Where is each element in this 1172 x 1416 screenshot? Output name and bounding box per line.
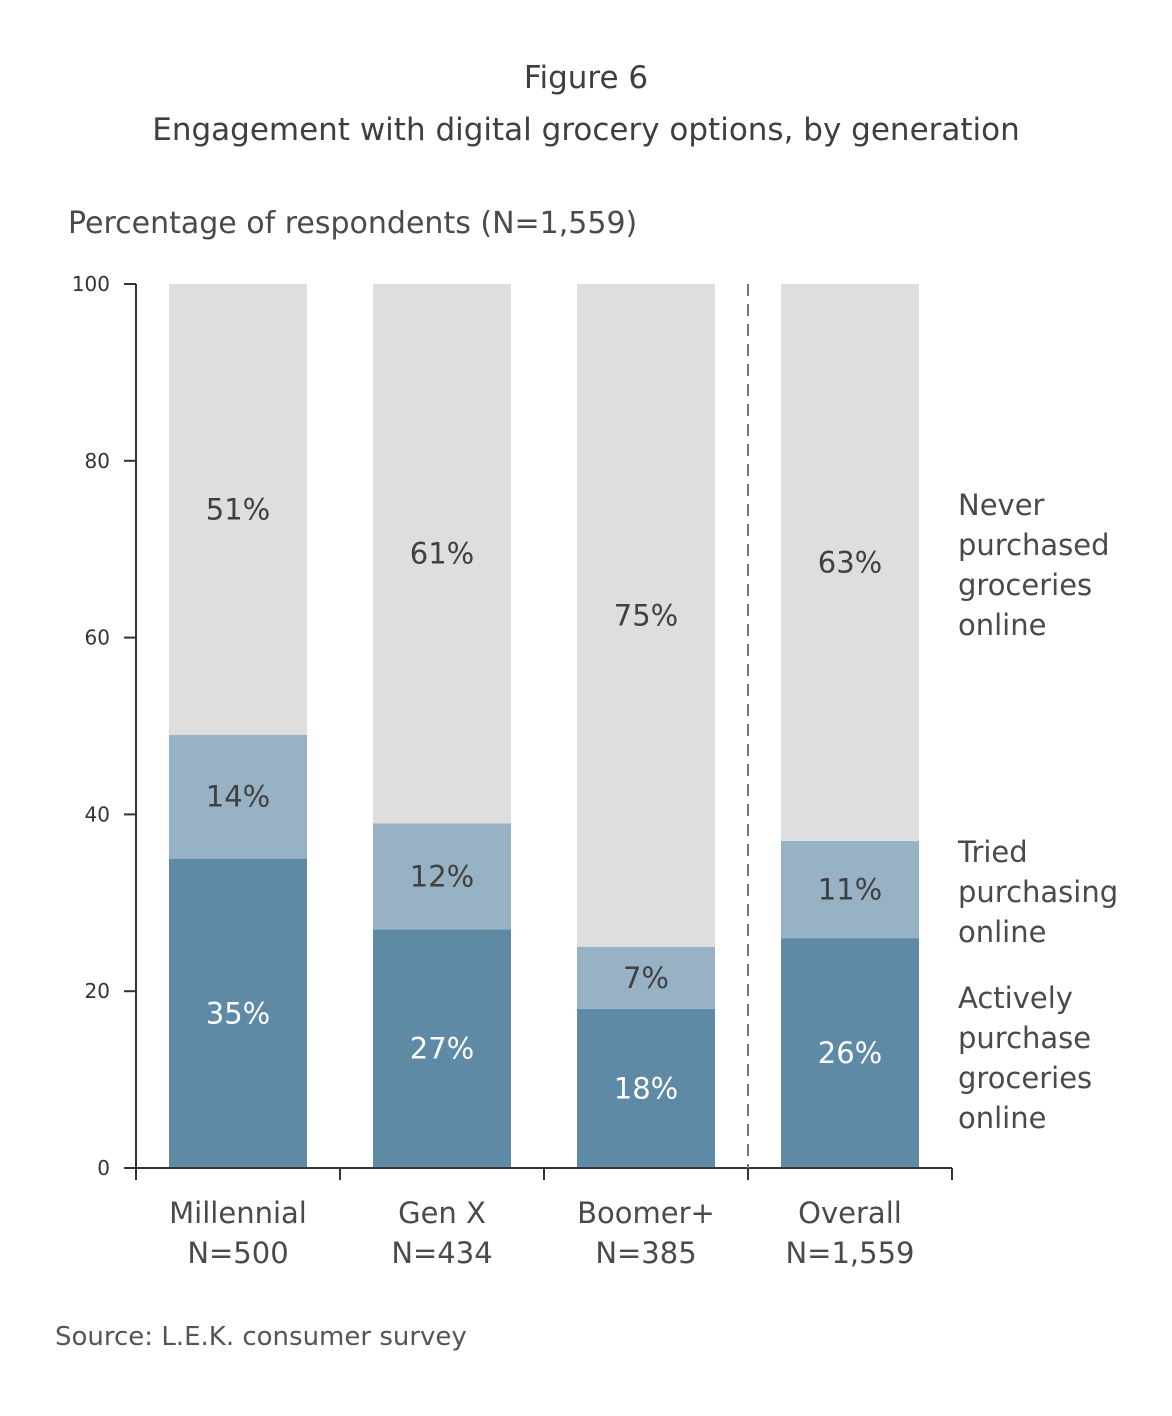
bar-segment-gen-x-1 bbox=[373, 929, 511, 1168]
bar-segment-millennial-2 bbox=[169, 734, 307, 859]
bar-segment-millennial-3 bbox=[169, 284, 307, 735]
x-tick-sublabel: N=1,559 bbox=[785, 1236, 914, 1270]
legend-label: groceries bbox=[958, 568, 1092, 602]
bar-segment-gen-x-2 bbox=[373, 823, 511, 930]
x-tick-sublabel: N=500 bbox=[187, 1236, 288, 1270]
data-label: 11% bbox=[818, 873, 882, 907]
legend-label: purchasing bbox=[958, 875, 1118, 909]
y-tick-label: 100 bbox=[72, 272, 110, 296]
legend-label: Tried bbox=[957, 835, 1028, 869]
data-label: 7% bbox=[623, 961, 669, 995]
data-label: 18% bbox=[614, 1071, 678, 1105]
source-note: Source: L.E.K. consumer survey bbox=[55, 1322, 467, 1352]
x-tick-label: Boomer+ bbox=[577, 1196, 715, 1230]
legend-label: online bbox=[958, 608, 1046, 642]
x-tick-sublabel: N=385 bbox=[595, 1236, 696, 1270]
chart-title: Engagement with digital grocery options,… bbox=[152, 112, 1020, 148]
bar-segment-boomer--1 bbox=[577, 1008, 715, 1168]
bar-segment-boomer--3 bbox=[577, 284, 715, 947]
bar-segment-gen-x-3 bbox=[373, 284, 511, 824]
x-tick-label: Overall bbox=[798, 1196, 902, 1230]
x-tick-sublabel: N=434 bbox=[391, 1236, 492, 1270]
y-tick-label: 60 bbox=[85, 626, 110, 650]
legend-label: online bbox=[958, 915, 1046, 949]
bar-segment-overall-2 bbox=[781, 840, 919, 939]
data-label: 12% bbox=[410, 859, 474, 893]
y-tick-label: 40 bbox=[85, 802, 110, 826]
y-axis-label: Percentage of respondents (N=1,559) bbox=[68, 206, 638, 241]
bar-segment-millennial-1 bbox=[169, 858, 307, 1168]
x-tick-label: Gen X bbox=[398, 1196, 486, 1230]
x-tick-label: Millennial bbox=[169, 1196, 307, 1230]
data-label: 14% bbox=[206, 780, 270, 814]
legend-label: online bbox=[958, 1101, 1046, 1135]
data-label: 75% bbox=[614, 599, 678, 633]
legend-label: groceries bbox=[958, 1061, 1092, 1095]
data-label: 35% bbox=[206, 996, 270, 1030]
data-label: 61% bbox=[410, 537, 474, 571]
y-tick-label: 20 bbox=[85, 979, 110, 1003]
data-label: 51% bbox=[206, 492, 270, 526]
legend-label: Never bbox=[958, 488, 1045, 522]
bar-segment-boomer--2 bbox=[577, 947, 715, 1009]
legend-label: purchase bbox=[958, 1021, 1091, 1055]
legend-label: purchased bbox=[958, 528, 1110, 562]
bar-segment-overall-1 bbox=[781, 938, 919, 1168]
data-label: 26% bbox=[818, 1036, 882, 1070]
legend-label: Actively bbox=[958, 981, 1073, 1015]
y-tick-label: 80 bbox=[85, 449, 110, 473]
data-label: 63% bbox=[818, 545, 882, 579]
figure-label: Figure 6 bbox=[523, 60, 649, 96]
y-tick-label: 0 bbox=[97, 1156, 110, 1180]
data-label: 27% bbox=[410, 1032, 474, 1066]
bar-segment-overall-3 bbox=[781, 284, 919, 841]
